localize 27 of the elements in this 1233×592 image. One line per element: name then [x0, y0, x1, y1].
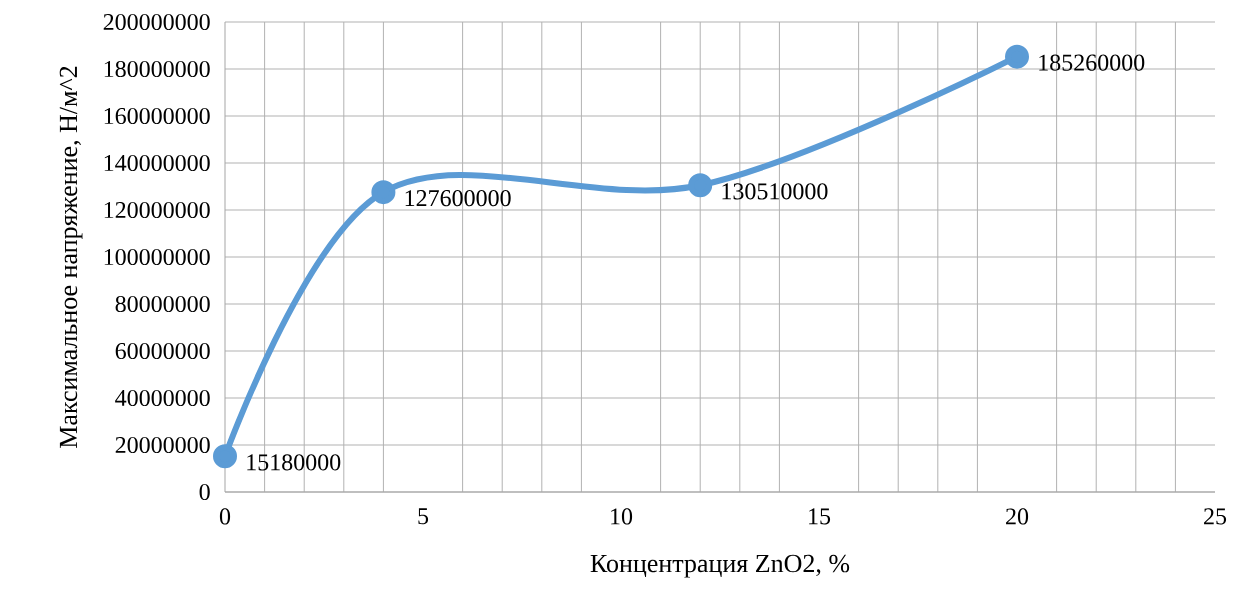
x-tick-label: 20 [1006, 508, 1029, 525]
y-tick-label: 120000000 [104, 201, 210, 219]
x-tick-label: 15 [809, 508, 831, 525]
y-tick-label: 40000000 [115, 389, 210, 407]
x-tick-label: 5 [418, 508, 429, 525]
y-tick-label: 60000000 [115, 342, 210, 360]
point [688, 173, 713, 198]
y-tick-label: 80000000 [115, 295, 210, 313]
text: 130510000 [722, 183, 828, 200]
x-tick-label: 0 [219, 508, 231, 525]
y-tick-label: 180000000 [104, 60, 210, 78]
point [371, 180, 396, 205]
y-axis-title: Максимальное напряжение, Н/м^2 [59, 66, 83, 448]
point [213, 444, 237, 469]
x-tick-label: 25 [1204, 508, 1227, 525]
y-tick-label: 100000000 [104, 248, 210, 266]
x-tick-label: 10 [611, 508, 633, 525]
text: 127600000 [405, 190, 511, 207]
point [1005, 44, 1030, 69]
text: 15180000 [247, 454, 341, 471]
y-tick-label: 0 [199, 483, 210, 501]
y-tick-label: 160000000 [104, 107, 210, 125]
text: 185260000 [1039, 54, 1145, 71]
y-tick-label: 20000000 [115, 436, 210, 454]
y-tick-label: 200000000 [103, 13, 210, 31]
y-tick-label: 140000000 [104, 154, 210, 172]
x-axis-title: Концентрация ZnO2, % [590, 554, 850, 578]
